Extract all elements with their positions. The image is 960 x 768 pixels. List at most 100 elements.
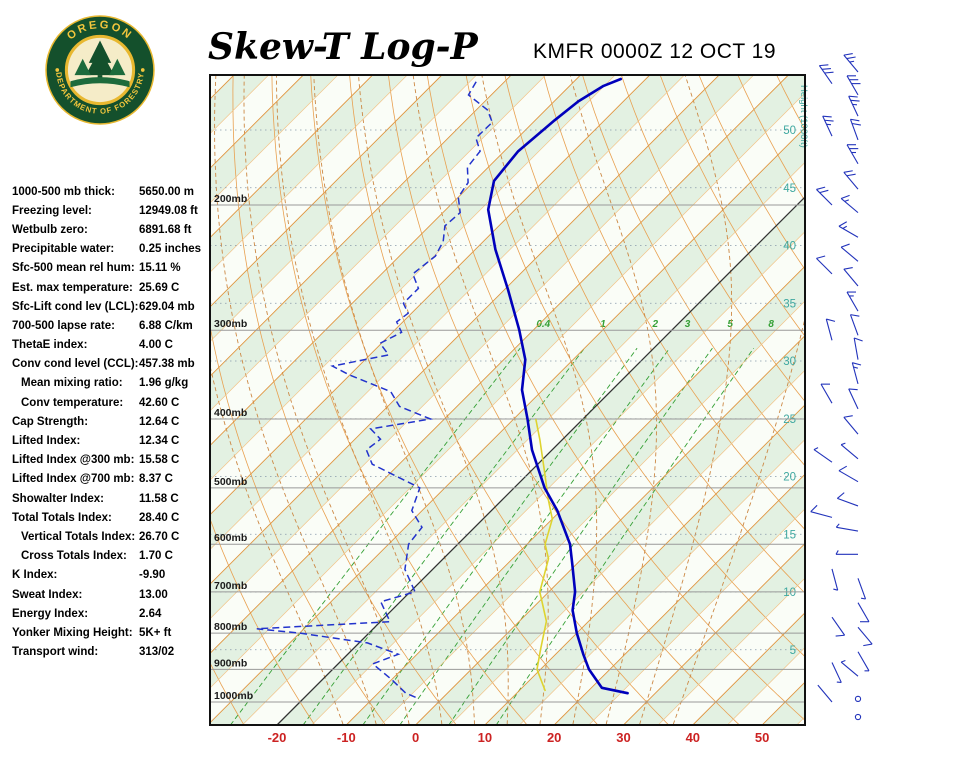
stat-row: Sfc-Lift cond lev (LCL): 629.04 mb [12,297,208,316]
svg-text:800mb: 800mb [214,621,247,633]
stat-label: Sweat Index: [12,588,83,601]
stat-row: Precipitable water: 0.25 inches [12,240,208,259]
svg-text:0: 0 [412,730,419,745]
stat-row: 700-500 lapse rate: 6.88 C/km [12,316,208,335]
stat-label: Sfc-Lift cond lev (LCL): [12,300,139,313]
svg-text:5: 5 [790,645,796,657]
stat-row: Lifted Index @300 mb: 15.58 C [12,451,208,470]
wetbulb-trace [535,418,554,692]
svg-text:5: 5 [727,319,733,330]
wind-barbs-inner-column [810,64,846,703]
height-axis-title: Height (1000ft) [798,85,809,148]
svg-text:400mb: 400mb [214,407,247,419]
stat-row: Vertical Totals Index: 26.70 C [12,527,208,546]
stat-row: Energy Index: 2.64 [12,604,208,623]
stat-label: Conv cond level (CCL): [12,358,139,371]
stat-value: 12.64 C [139,415,180,428]
stat-value: 2.64 [139,607,162,620]
stat-row: Showalter Index: 11.58 C [12,489,208,508]
stat-label: Showalter Index: [12,492,105,505]
page-title: Skew-T Log-P [208,26,478,68]
stat-row: Yonker Mixing Height: 5K+ ft [12,623,208,642]
logo-separator-dot [55,68,60,72]
stat-row: Sfc-500 mean rel hum: 15.11 % [12,259,208,278]
svg-text:0.4: 0.4 [536,319,550,330]
stat-row: Cap Strength: 12.64 C [12,412,208,431]
stat-value: 28.40 C [139,511,180,524]
svg-text:200mb: 200mb [214,193,247,205]
stat-value: 8.37 C [139,473,173,486]
stat-label: Transport wind: [12,646,99,659]
stat-value: 313/02 [139,646,175,659]
stat-label: Cap Strength: [12,415,89,428]
stat-label: Lifted Index: [12,435,81,448]
indices-panel: 1000-500 mb thick: 5650.00 m Freezing leve… [12,182,208,662]
stat-value: 15.11 % [139,262,181,275]
svg-text:30: 30 [616,730,630,745]
stat-value: 629.04 mb [139,300,195,313]
stat-value: 1.96 g/kg [139,377,189,390]
stat-value: -9.90 [139,569,166,582]
stat-row: K Index: -9.90 [12,566,208,585]
stat-row: Wetbulb zero: 6891.68 ft [12,220,208,239]
stat-value: 6.88 C/km [139,319,193,332]
svg-text:20: 20 [547,730,561,745]
stat-row: Mean mixing ratio: 1.96 g/kg [12,374,208,393]
svg-text:-10: -10 [337,730,356,745]
stat-value: 15.58 C [139,454,180,467]
stat-value: 6891.68 ft [139,223,192,236]
stat-label: Est. max temperature: [12,281,133,294]
stat-label: Cross Totals Index: [21,550,127,563]
stat-row: Sweat Index: 13.00 [12,585,208,604]
temp-axis-labels: -20 -10 0 10 20 30 40 50 [268,730,770,745]
dewpoint-trace [256,80,494,698]
wind-barbs-outer-column [835,53,873,721]
stat-row: Transport wind: 313/02 [12,643,208,662]
svg-text:50: 50 [755,730,769,745]
stat-label: Precipitable water: [12,243,115,256]
svg-text:10: 10 [478,730,492,745]
stat-value: 11.58 C [139,492,179,505]
svg-text:40: 40 [783,241,796,253]
stat-label: Wetbulb zero: [12,223,88,236]
stat-value: 5K+ ft [139,626,172,639]
stat-value: 4.00 C [139,339,173,352]
station-time-label: KMFR 0000Z 12 OCT 19 [533,40,777,63]
svg-text:45: 45 [783,183,796,195]
svg-text:600mb: 600mb [214,532,247,544]
svg-text:3: 3 [685,319,691,330]
stat-label: Energy Index: [12,607,89,620]
stat-value: 1.70 C [139,550,173,563]
stat-row: Conv cond level (CCL): 457.38 mb [12,355,208,374]
moist-adiabats [210,75,805,725]
svg-text:20: 20 [783,472,796,484]
stat-row: ThetaE index: 4.00 C [12,336,208,355]
svg-text:1: 1 [600,319,606,330]
stat-value: 12949.08 ft [139,204,198,217]
svg-text:300mb: 300mb [214,318,247,330]
svg-text:900mb: 900mb [214,657,247,669]
stat-label: K Index: [12,569,58,582]
stat-label: Conv temperature: [21,396,124,409]
svg-text:30: 30 [783,356,796,368]
svg-text:500mb: 500mb [214,476,247,488]
logo-separator-dot [140,68,145,72]
pressure-gridlines: 200mb 300mb 400mb 500mb 600mb 700mb 800mb 900mb… [210,193,805,703]
svg-text:8: 8 [768,319,774,330]
svg-text:1000mb: 1000mb [214,690,253,702]
svg-text:-20: -20 [268,730,287,745]
stat-row: Total Totals Index: 28.40 C [12,508,208,527]
svg-text:15: 15 [783,529,796,541]
height-labels: 5 10 15 20 25 30 35 40 45 50 Height (1000ft) [783,85,809,657]
stat-value: 42.60 C [139,396,180,409]
stat-label: 700-500 lapse rate: [12,319,115,332]
logo-trees-graphic [70,40,130,88]
stat-label: Lifted Index @300 mb: [12,454,135,467]
stat-label: Mean mixing ratio: [21,377,123,390]
stat-value: 26.70 C [139,530,180,543]
stat-label: 1000-500 mb thick: [12,185,115,198]
svg-text:700mb: 700mb [214,580,247,592]
svg-text:10: 10 [783,587,796,599]
